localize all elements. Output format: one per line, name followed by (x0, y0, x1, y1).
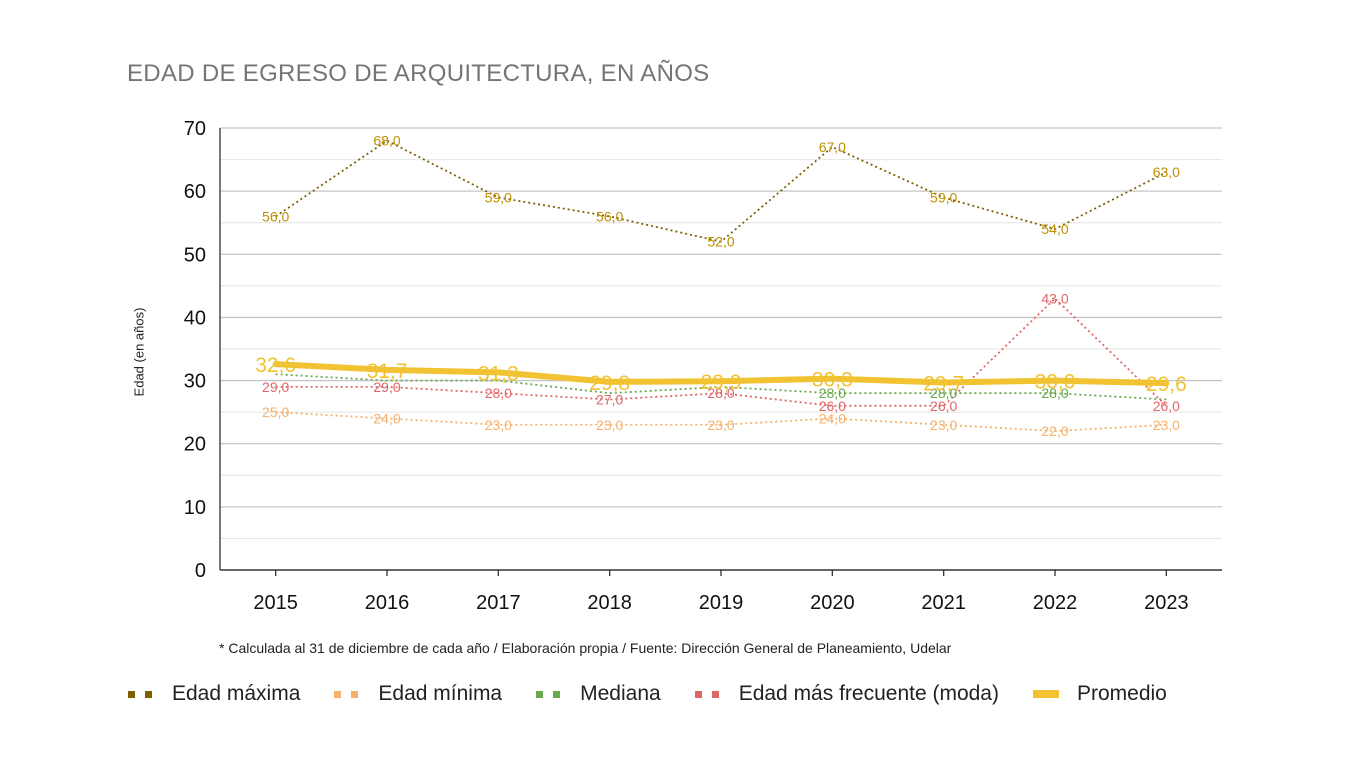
x-tick-label: 2022 (1033, 592, 1078, 614)
y-tick-label: 40 (184, 307, 206, 329)
legend-label: Edad más frecuente (moda) (738, 682, 999, 705)
legend-label: Mediana (580, 682, 661, 705)
series-line-1 (275, 411, 1167, 432)
data-label: 28,0 (485, 385, 512, 401)
data-label: 28,0 (1041, 385, 1068, 401)
legend-swatch (536, 690, 563, 698)
x-tick-label: 2019 (699, 592, 744, 614)
data-label: 28,0 (819, 385, 846, 401)
x-tick-label: 2015 (253, 592, 298, 614)
chart-title: EDAD DE EGRESO DE ARQUITECTURA, EN AÑOS (127, 60, 710, 87)
y-tick-label: 30 (184, 371, 206, 393)
data-label: 31,7 (367, 360, 408, 383)
data-label: 29,0 (373, 379, 400, 395)
data-label: 22,0 (1041, 423, 1068, 439)
data-label: 29,8 (589, 372, 630, 395)
data-label: 59,0 (930, 189, 957, 205)
data-label: 24,0 (819, 410, 846, 426)
data-label: 29,9 (701, 371, 742, 394)
data-label: 26,0 (930, 398, 957, 414)
y-tick-label: 60 (184, 181, 206, 203)
legend-item-promedio: Promedio (1032, 682, 1167, 706)
x-tick-label: 2016 (365, 592, 410, 614)
legend-item-edad-maxima: Edad máxima (128, 682, 300, 706)
data-label: 30,3 (812, 369, 853, 392)
data-label: 24,0 (373, 410, 400, 426)
data-label: 68,0 (373, 133, 400, 149)
axes: 0 10 20 30 40 50 60 70 2015 2016 2017 2018 2019 2020 2… (184, 118, 1222, 614)
legend-label: Edad máxima (172, 682, 301, 705)
data-labels: 56,0 68,0 59,0 56,0 52,0 67,0 59,0 54,0 63,0 25,0… (255, 133, 1187, 439)
data-label: 23,0 (707, 417, 734, 433)
data-label: 23,0 (930, 417, 957, 433)
data-label: 30,0 (1035, 371, 1076, 394)
data-label: 31,3 (478, 362, 519, 385)
y-tick-label: 0 (195, 560, 206, 582)
x-tick-label: 2020 (810, 592, 855, 614)
data-label: 63,0 (1153, 164, 1180, 180)
series-line-4 (272, 361, 1170, 387)
data-label: 56,0 (596, 208, 623, 224)
data-label: 26,0 (819, 398, 846, 414)
y-tick-label: 20 (184, 434, 206, 456)
data-label: 54,0 (1041, 221, 1068, 237)
data-label: 67,0 (819, 139, 846, 155)
data-label: 29,6 (1146, 373, 1187, 396)
legend-label: Promedio (1076, 682, 1167, 705)
y-tick-label: 50 (184, 244, 206, 266)
y-tick-label: 10 (184, 497, 206, 519)
x-tick-label: 2018 (587, 592, 632, 614)
data-label: 23,0 (1153, 417, 1180, 433)
legend-label: Edad mínima (378, 682, 503, 705)
data-label: 29,0 (262, 379, 289, 395)
gridlines (220, 127, 1222, 539)
series-line-2 (275, 373, 1167, 401)
legend-swatch (1032, 690, 1059, 698)
legend-item-mediana: Mediana (536, 682, 661, 706)
x-tick-label: 2017 (476, 592, 521, 614)
data-label: 23,0 (596, 417, 623, 433)
data-label: 32,6 (255, 354, 296, 377)
data-label: 25,0 (262, 404, 289, 420)
source-footnote: * Calculada al 31 de diciembre de cada a… (219, 640, 952, 656)
legend-swatch (334, 690, 361, 698)
data-label: 59,0 (485, 189, 512, 205)
data-label: 29,7 (923, 372, 964, 395)
data-label: 43,0 (1041, 290, 1068, 306)
legend: Edad máxima Edad mínima Mediana Edad más… (128, 682, 1167, 706)
data-label: 56,0 (262, 208, 289, 224)
data-label: 28,0 (930, 385, 957, 401)
data-label: 27,0 (596, 392, 623, 408)
data-label: 23,0 (485, 417, 512, 433)
x-tick-label: 2021 (921, 592, 966, 614)
data-label: 52,0 (707, 234, 734, 250)
legend-swatch (694, 690, 721, 698)
legend-item-moda: Edad más frecuente (moda) (694, 682, 999, 706)
series-line-3 (275, 297, 1167, 407)
y-tick-label: 70 (184, 118, 206, 140)
series-line-0 (275, 139, 1167, 243)
legend-swatch (128, 690, 154, 698)
series-lines (272, 139, 1170, 432)
legend-item-edad-minima: Edad mínima (334, 682, 502, 706)
data-label: 26,0 (1153, 398, 1180, 414)
x-tick-label: 2023 (1144, 592, 1189, 614)
data-label: 28,0 (707, 385, 734, 401)
